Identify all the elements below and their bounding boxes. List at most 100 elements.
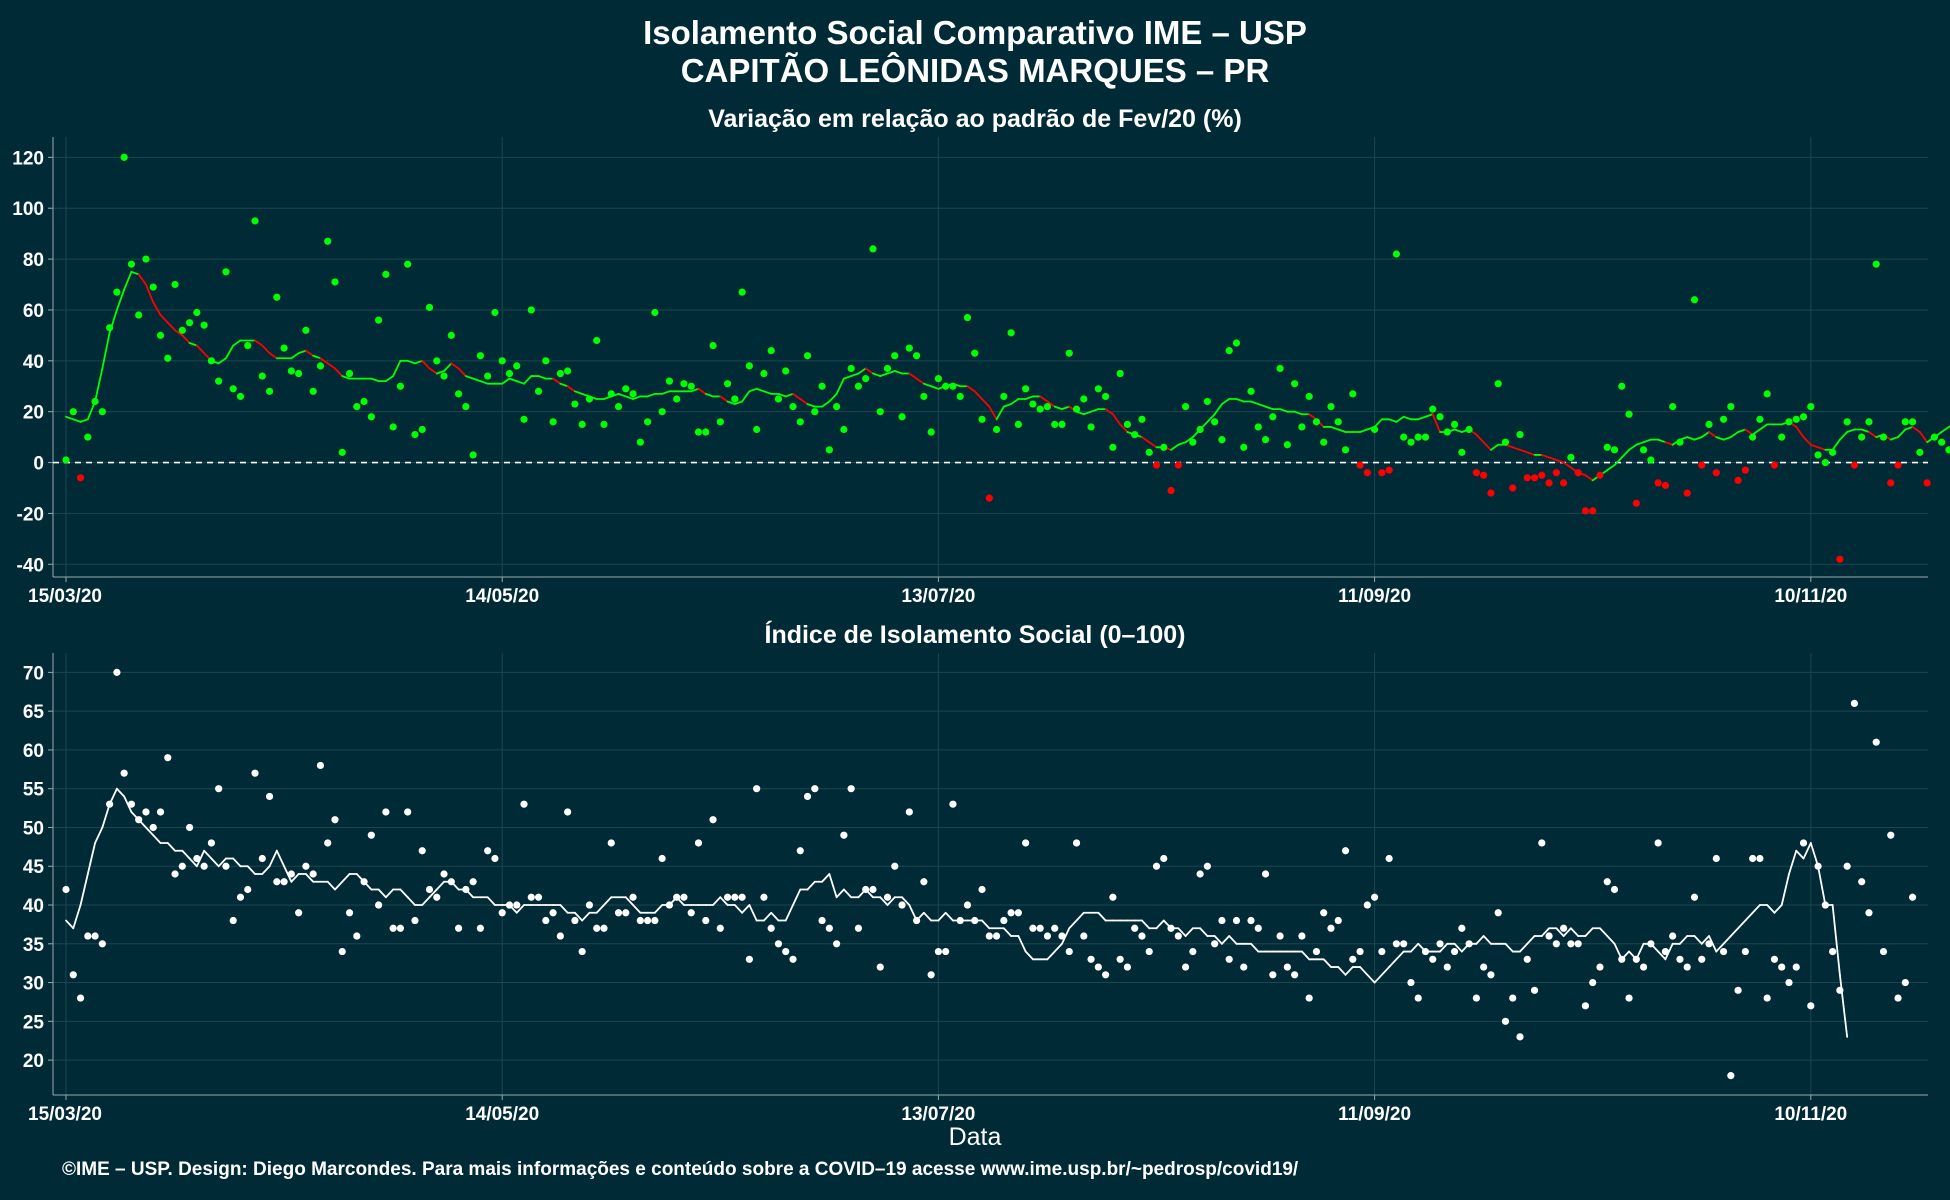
panel-1-trend-segment	[617, 392, 627, 398]
panel-2-data-point	[1378, 947, 1386, 956]
panel-2-data-point	[1908, 893, 1917, 901]
panel-1-trend-segment	[101, 331, 111, 370]
panel-2-data-point	[1167, 924, 1175, 932]
panel-2-trend-segment	[1519, 942, 1529, 953]
panel-1-trend-segment	[821, 400, 831, 408]
panel-1-trend-segment	[1817, 446, 1827, 451]
panel-1-trend-segment	[319, 357, 329, 365]
panel-2-data-point	[651, 916, 659, 925]
panel-1-data-point	[1414, 433, 1422, 441]
panel-1-x-tick-label: 11/09/20	[1338, 586, 1411, 607]
panel-2-data-point	[62, 885, 70, 894]
panel-1-data-point	[978, 415, 986, 423]
panel-2-data-point	[614, 909, 623, 917]
panel-1-trend-segment	[232, 339, 242, 347]
panel-2-data-point	[1385, 854, 1393, 863]
panel-1-trend-segment	[1431, 413, 1441, 433]
panel-1-x-tick-label: 13/07/20	[901, 586, 975, 607]
panel-2-data-point	[229, 916, 237, 925]
panel-1-data-point	[1530, 474, 1539, 482]
panel-1-trend-segment	[574, 390, 584, 395]
panel-1-trend-segment	[261, 344, 271, 355]
panel-1-trend-segment	[1802, 436, 1812, 446]
panel-1-data-point	[1501, 438, 1510, 446]
panel-1-trend-segment	[1759, 423, 1769, 431]
panel-1-data-point	[1836, 555, 1844, 563]
panel-2-data-point	[171, 870, 179, 878]
panel-1-data-point	[1349, 390, 1357, 398]
panel-1-data-point	[1945, 446, 1950, 454]
panel-1-trend-segment	[1170, 443, 1180, 451]
panel-2-data-point	[1429, 955, 1437, 963]
footer-credit: ©IME – USP. Design: Diego Marcondes. Par…	[62, 1159, 1299, 1180]
panel-2-data-point	[992, 932, 1001, 940]
panel-1-data-point	[185, 319, 194, 327]
panel-1-data-point	[1080, 395, 1088, 403]
panel-2-data-point	[694, 839, 703, 847]
panel-1-data-point	[513, 362, 521, 370]
panel-2-data-point	[476, 924, 484, 932]
panel-2-trend-segment	[268, 849, 278, 868]
panel-1-data-point	[840, 425, 848, 434]
panel-1-data-point	[1312, 418, 1321, 426]
panel-2-data-point	[571, 916, 579, 925]
panel-2-data-point	[324, 839, 332, 847]
panel-1-data-point	[527, 306, 535, 314]
panel-2-trend-segment	[1475, 935, 1485, 945]
panel-1-trend-segment	[1453, 428, 1463, 433]
panel-1-trend-segment	[1177, 441, 1187, 446]
panel-2-data-point	[1269, 971, 1277, 979]
panel-1-data-point	[614, 402, 623, 411]
panel-1-data-point	[687, 382, 695, 390]
panel-1-trend-segment	[1657, 438, 1667, 444]
panel-2-trend-segment	[1766, 904, 1776, 914]
panel-1-trend-segment	[1141, 436, 1151, 444]
panel-2-trend-segment	[1228, 935, 1238, 945]
panel-2-trend-segment	[290, 873, 300, 883]
panel-2-data-point	[1487, 971, 1495, 979]
panel-1-data-point	[1160, 443, 1168, 451]
panel-1-trend-segment	[65, 415, 75, 421]
panel-2-data-point	[411, 916, 419, 925]
panel-2-data-point	[687, 909, 695, 917]
panel-2-data-point	[738, 893, 746, 901]
panel-2-data-point	[505, 901, 514, 909]
panel-2-data-point	[1072, 839, 1081, 847]
panel-2-trend-segment	[835, 888, 845, 899]
panel-2-trend-segment	[981, 919, 991, 930]
panel-1-data-point	[1843, 418, 1851, 426]
panel-2-data-point	[702, 916, 710, 925]
panel-2-data-point	[1705, 940, 1713, 948]
panel-1-data-point	[1850, 461, 1859, 469]
panel-1-trend-segment	[166, 321, 176, 332]
panel-1-trend-segment	[922, 382, 933, 388]
panel-1-data-point	[912, 352, 921, 360]
panel-1-trend-segment	[1519, 448, 1529, 454]
panel-1-trend-segment	[1264, 405, 1274, 411]
panel-2-data-point	[513, 901, 521, 909]
panel-1-data-point	[622, 385, 630, 393]
panel-1-data-point	[360, 397, 368, 406]
panel-2-data-point	[1203, 862, 1211, 870]
panel-1-data-point	[142, 255, 150, 263]
panel-2-trend-segment	[1562, 927, 1572, 937]
panel-2-data-point	[1480, 963, 1488, 971]
panel-2-trend-segment	[305, 873, 315, 883]
panel-2-trend-segment	[1068, 919, 1078, 930]
panel-2-data-point	[1218, 916, 1226, 925]
panel-1-data-point	[1000, 392, 1008, 401]
panel-2-data-point	[178, 862, 186, 870]
panel-2-trend-segment	[1337, 966, 1347, 976]
panel-1-trend-segment	[188, 342, 198, 347]
panel-1-data-point	[1639, 446, 1648, 454]
panel-2-trend-segment	[79, 873, 89, 906]
panel-2-data-point	[949, 800, 957, 808]
panel-1-data-point	[1072, 405, 1081, 413]
panel-1-data-point	[1131, 430, 1139, 439]
panel-2-y-tick-label: 40	[23, 896, 44, 917]
panel-2-trend-segment	[937, 911, 947, 922]
panel-2-data-point	[113, 668, 121, 676]
panel-2-y-tick-label: 45	[23, 857, 45, 878]
panel-1-data-point	[1371, 425, 1379, 434]
panel-1-data-point	[607, 390, 615, 398]
